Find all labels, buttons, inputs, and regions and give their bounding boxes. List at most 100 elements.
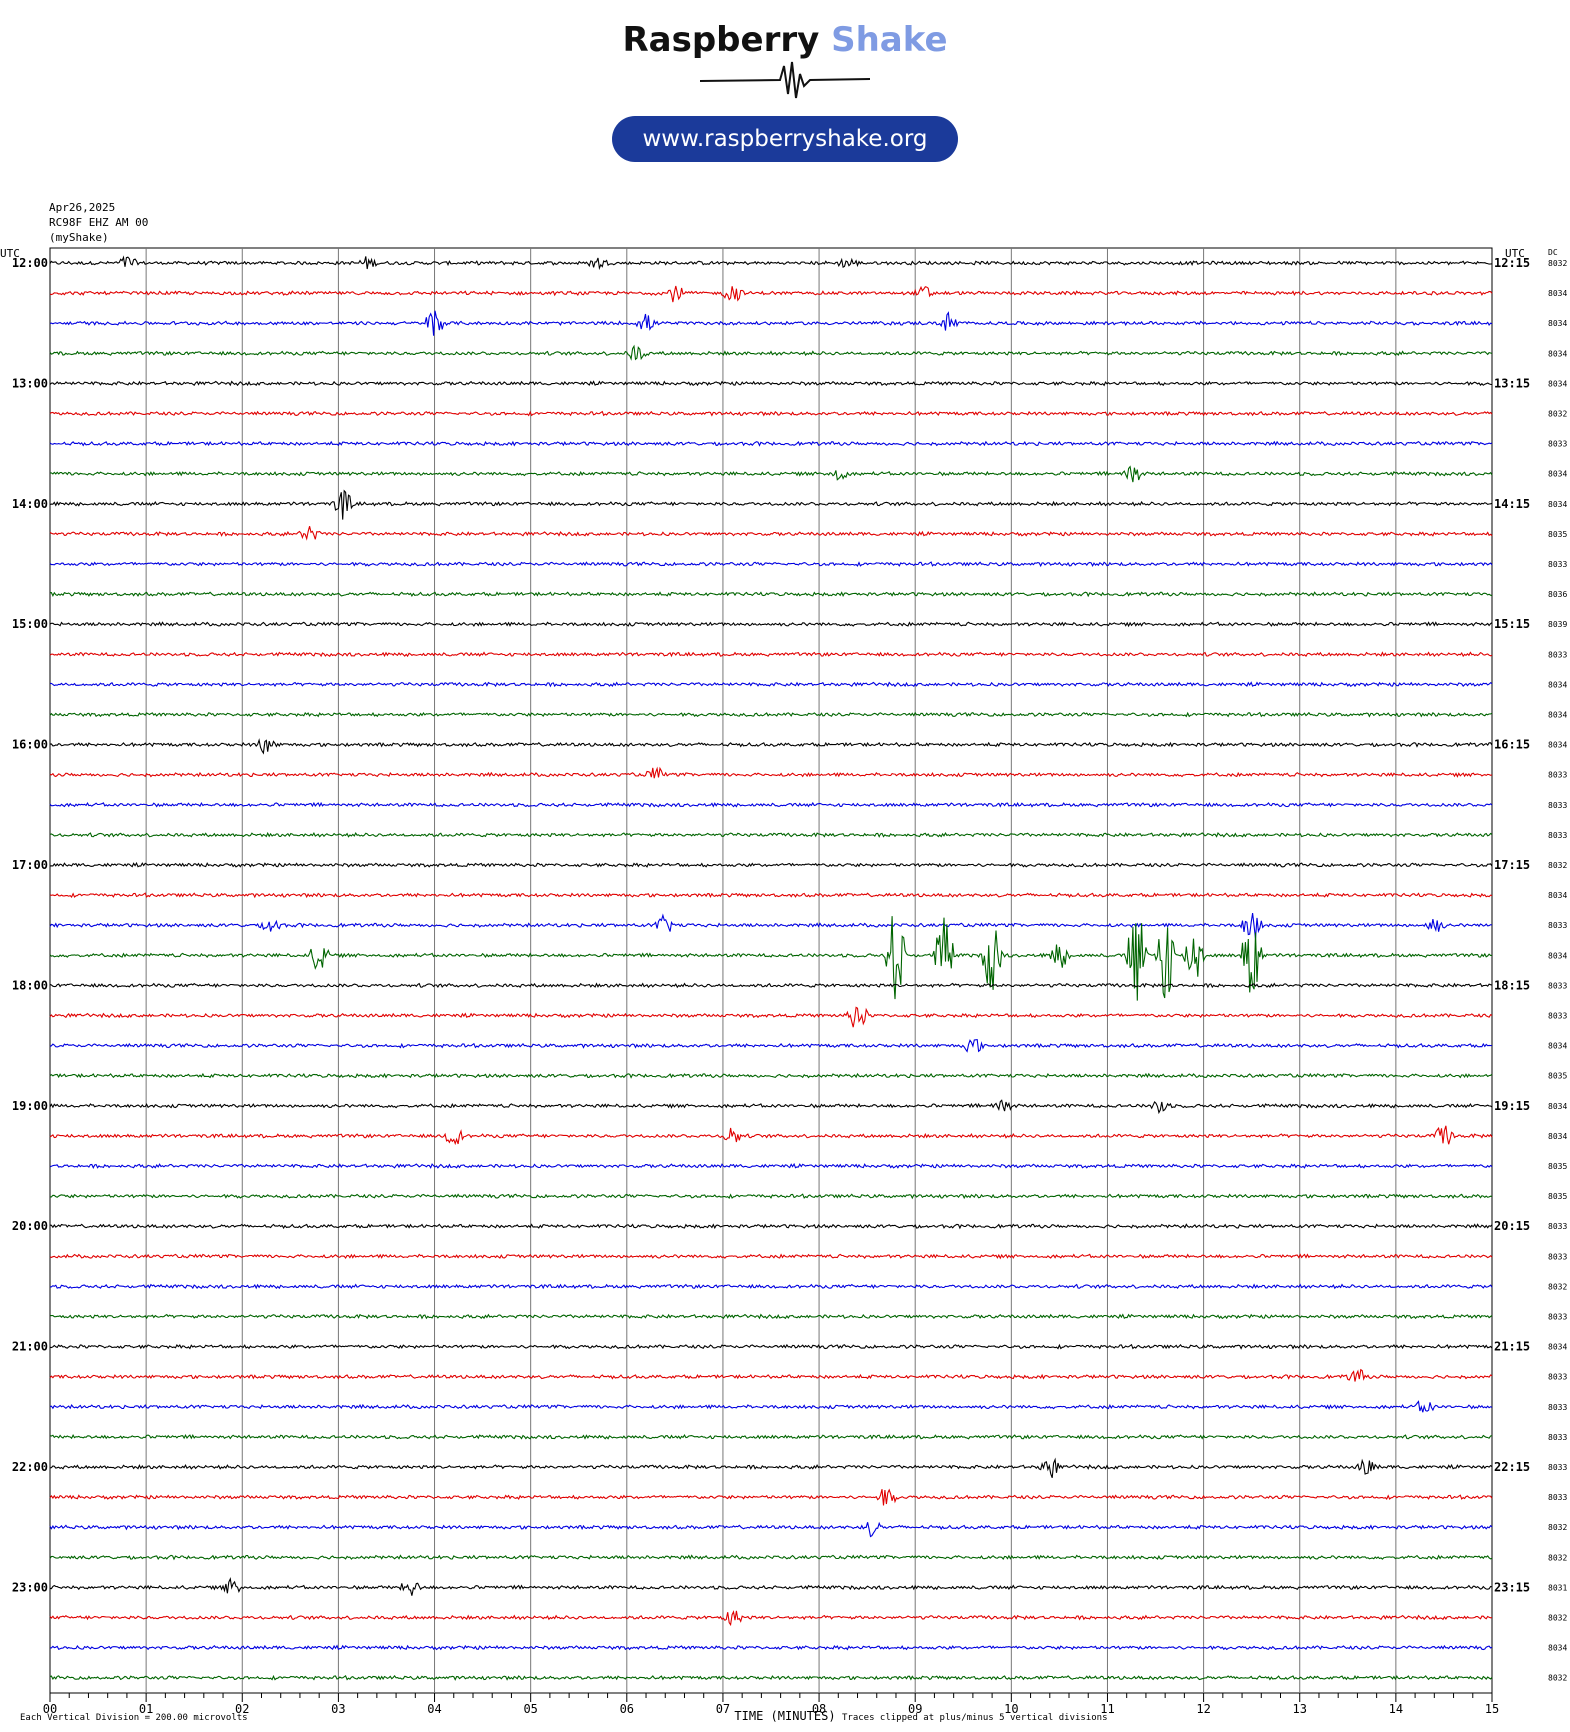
trace-line xyxy=(49,801,1493,808)
trace-line xyxy=(49,285,1493,303)
trace-line xyxy=(49,1457,1493,1478)
dc-value-label: 8032 xyxy=(1548,410,1567,419)
dc-value-label: 8034 xyxy=(1548,1132,1567,1141)
dc-value-label: 8033 xyxy=(1548,1463,1567,1472)
trace-line xyxy=(49,489,1493,520)
trace-line xyxy=(49,440,1493,447)
trace-line xyxy=(49,1099,1493,1115)
dc-value-label: 8032 xyxy=(1548,1553,1567,1562)
left-hour-label: 20:00 xyxy=(12,1219,48,1233)
trace-line xyxy=(49,1368,1493,1382)
trace-line xyxy=(49,1125,1493,1146)
x-tick-label: 13 xyxy=(1293,1702,1307,1716)
dc-value-label: 8035 xyxy=(1548,1192,1567,1201)
dc-value-label: 8033 xyxy=(1548,771,1567,780)
dc-value-label: 8033 xyxy=(1548,1222,1567,1231)
dc-value-label: 8034 xyxy=(1548,500,1567,509)
trace-line xyxy=(49,1223,1493,1230)
dc-value-label: 8033 xyxy=(1548,801,1567,810)
trace-line xyxy=(49,380,1493,387)
x-tick-label: 05 xyxy=(523,1702,537,1716)
x-tick-label: 06 xyxy=(620,1702,634,1716)
header-date: Apr26,2025 xyxy=(49,201,116,214)
x-tick-label: 07 xyxy=(716,1702,730,1716)
trace-line xyxy=(49,1343,1493,1350)
x-tick-label: 11 xyxy=(1100,1702,1114,1716)
dc-value-label: 8033 xyxy=(1548,1403,1567,1412)
left-hour-label: 23:00 xyxy=(12,1580,48,1594)
right-hour-label: 14:15 xyxy=(1494,497,1530,511)
dc-value-label: 8034 xyxy=(1548,1343,1567,1352)
trace-line xyxy=(49,255,1493,271)
dc-value-label: 8033 xyxy=(1548,1493,1567,1502)
dc-value-label: 8033 xyxy=(1548,1433,1567,1442)
right-hour-label: 16:15 xyxy=(1494,738,1530,752)
trace-line xyxy=(50,1193,1493,1200)
dc-value-label: 8032 xyxy=(1548,259,1567,268)
trace-line xyxy=(50,465,1493,483)
left-hour-label: 19:00 xyxy=(12,1099,48,1113)
x-tick-label: 14 xyxy=(1389,1702,1403,1716)
logo-title-raspberry: Raspberry xyxy=(622,20,820,60)
dc-value-label: 8035 xyxy=(1548,530,1567,539)
trace-line xyxy=(49,1006,1493,1028)
dc-value-label: 8034 xyxy=(1548,1042,1567,1051)
trace-line xyxy=(49,1038,1493,1053)
dc-value-label: 8033 xyxy=(1548,981,1567,990)
dc-value-label: 8034 xyxy=(1548,891,1567,900)
division-note: Each Vertical Division = 200.00 microvol… xyxy=(20,1713,248,1723)
left-hour-label: 13:00 xyxy=(12,376,48,390)
trace-line xyxy=(49,1610,1493,1627)
dc-value-label: 8034 xyxy=(1548,711,1567,720)
trace-line xyxy=(49,1072,1493,1079)
clip-note: Traces clipped at plus/minus 5 vertical … xyxy=(842,1713,1108,1723)
dc-value-label: 8033 xyxy=(1548,1252,1567,1261)
dc-value-label: 8034 xyxy=(1548,319,1567,328)
right-hour-label: 20:15 xyxy=(1494,1219,1530,1233)
x-axis-label: TIME (MINUTES) xyxy=(734,1709,835,1723)
trace-line xyxy=(50,1644,1493,1651)
trace-line xyxy=(49,738,1493,755)
left-hour-label: 17:00 xyxy=(12,858,48,872)
trace-line xyxy=(49,1674,1493,1681)
right-hour-label: 13:15 xyxy=(1494,376,1530,390)
trace-line xyxy=(49,651,1493,658)
right-utc-label: UTC xyxy=(1505,247,1525,260)
dc-value-label: 8035 xyxy=(1548,1072,1567,1081)
trace-line xyxy=(49,1488,1493,1506)
x-tick-label: 03 xyxy=(331,1702,345,1716)
trace-line xyxy=(49,1253,1493,1260)
trace-line xyxy=(49,1283,1493,1290)
dc-value-label: 8034 xyxy=(1548,1102,1567,1111)
dc-value-label: 8032 xyxy=(1548,1282,1567,1291)
trace-line xyxy=(49,916,1492,1001)
trace-line xyxy=(49,711,1493,718)
trace-line xyxy=(49,1521,1493,1538)
dc-value-label: 8034 xyxy=(1548,1644,1567,1653)
x-tick-label: 10 xyxy=(1004,1702,1018,1716)
left-hour-label: 16:00 xyxy=(12,738,48,752)
dc-value-label: 8032 xyxy=(1548,1614,1567,1623)
trace-line xyxy=(49,892,1493,899)
logo-title-shake: Shake xyxy=(831,20,948,60)
dc-value-label: 8033 xyxy=(1548,1373,1567,1382)
right-hour-label: 12:15 xyxy=(1494,256,1530,270)
left-utc-label: UTC xyxy=(0,247,20,260)
url-link[interactable]: www.raspberryshake.org xyxy=(612,116,958,162)
trace-line xyxy=(49,310,1493,336)
x-tick-label: 01 xyxy=(139,1702,153,1716)
dc-value-label: 8034 xyxy=(1548,379,1567,388)
trace-line xyxy=(49,1400,1493,1413)
dc-value-label: 8034 xyxy=(1548,680,1567,689)
dc-value-label: 8033 xyxy=(1548,440,1567,449)
trace-line xyxy=(49,1554,1493,1561)
trace-line xyxy=(49,526,1493,541)
dc-value-label: 8032 xyxy=(1548,1674,1567,1683)
dc-value-label: 8033 xyxy=(1548,1012,1567,1021)
logo-title: Raspberry Shake xyxy=(0,20,1570,60)
trace-line xyxy=(49,1162,1493,1169)
plot-frame xyxy=(49,247,1493,1694)
x-tick-label: 12 xyxy=(1196,1702,1210,1716)
right-hour-label: 17:15 xyxy=(1494,858,1530,872)
